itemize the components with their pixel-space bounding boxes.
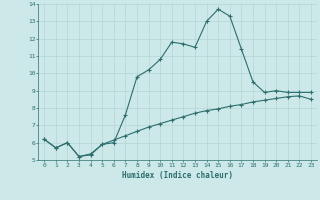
X-axis label: Humidex (Indice chaleur): Humidex (Indice chaleur) [122,171,233,180]
